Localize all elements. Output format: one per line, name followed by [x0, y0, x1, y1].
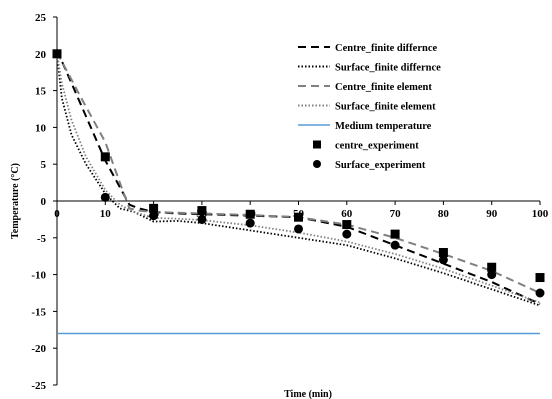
series-centre-experiment [52, 49, 545, 283]
surface-experiment-point [52, 49, 62, 59]
legend-label: Medium temperature [335, 121, 432, 132]
series-line [56, 51, 541, 294]
y-tick-label: -5 [37, 233, 47, 245]
surface-experiment-point [535, 288, 545, 298]
legend-item: Surface_finite differnce [298, 63, 441, 74]
series-surface-experiment [52, 49, 545, 298]
centre-experiment-point [100, 152, 110, 162]
y-tick-label: 10 [35, 122, 47, 134]
surface-experiment-point [342, 229, 352, 239]
centre-experiment-point [390, 229, 400, 239]
surface-experiment-point [100, 192, 110, 202]
axes: 2520151050-5-10-15-20-250102030405060708… [31, 12, 548, 392]
centre-experiment-point [245, 209, 255, 219]
series-surface-finite-differnce [56, 53, 541, 307]
surface-experiment-point [487, 270, 497, 280]
centre-experiment-point [197, 206, 207, 216]
legend-item: Surface_experiment [313, 160, 426, 171]
surface-experiment-point [438, 255, 448, 265]
y-tick-label: 5 [41, 159, 47, 171]
centre-experiment-point [438, 248, 448, 258]
centre-experiment-point [342, 220, 352, 230]
surface-experiment-point [197, 214, 207, 224]
legend: Centre_finite differnce Surface_finite di… [298, 43, 441, 171]
y-tick-label: -25 [31, 380, 46, 392]
x-tick-label: 60 [341, 208, 353, 220]
series-line [56, 53, 541, 304]
legend-square-marker [313, 140, 321, 149]
y-tick-label: 15 [35, 86, 47, 98]
legend-item: Surface_finite element [298, 102, 436, 113]
legend-circle-marker [313, 160, 321, 168]
x-axis-title: Time (min) [284, 389, 332, 399]
centre-experiment-point [535, 273, 545, 283]
centre-experiment-point [294, 212, 303, 222]
centre-experiment-point [487, 262, 497, 272]
surface-experiment-point [245, 218, 255, 228]
surface-experiment-point [294, 224, 303, 234]
x-tick-label: 80 [438, 208, 450, 220]
y-tick-label: -20 [31, 343, 46, 355]
centre-experiment-point [149, 203, 159, 213]
x-tick-label: 90 [486, 208, 498, 220]
legend-label: Surface_finite differnce [335, 63, 441, 74]
legend-label: Surface_finite element [335, 102, 436, 113]
surface-experiment-point [149, 211, 159, 221]
legend-item: Centre_finite differnce [298, 43, 437, 54]
y-tick-label: -15 [31, 306, 46, 318]
x-tick-label: 10 [100, 208, 112, 220]
y-axis-title: Temperature (°C) [10, 163, 21, 239]
legend-label: Surface_experiment [335, 160, 426, 171]
series-line [56, 53, 541, 307]
y-tick-label: 0 [41, 196, 47, 208]
legend-item: Medium temperature [298, 121, 432, 132]
series-centre-finite-differnce [56, 49, 541, 305]
series-line [56, 49, 541, 305]
legend-label: Centre_finite element [335, 82, 432, 93]
surface-experiment-point [390, 240, 400, 250]
x-tick-label: 0 [54, 208, 60, 220]
series-layer [52, 49, 545, 335]
series-centre-finite-element [56, 51, 541, 294]
legend-label: Centre_finite differnce [335, 43, 437, 54]
y-tick-label: 20 [35, 49, 47, 61]
legend-label: centre_experiment [335, 141, 419, 152]
legend-item: centre_experiment [313, 140, 419, 152]
legend-item: Centre_finite element [298, 82, 432, 93]
series-surface-finite-element [56, 53, 541, 304]
x-tick-label: 70 [390, 208, 402, 220]
x-tick-label: 100 [532, 208, 549, 220]
y-tick-label: -10 [31, 270, 46, 282]
y-tick-label: 25 [35, 12, 47, 24]
